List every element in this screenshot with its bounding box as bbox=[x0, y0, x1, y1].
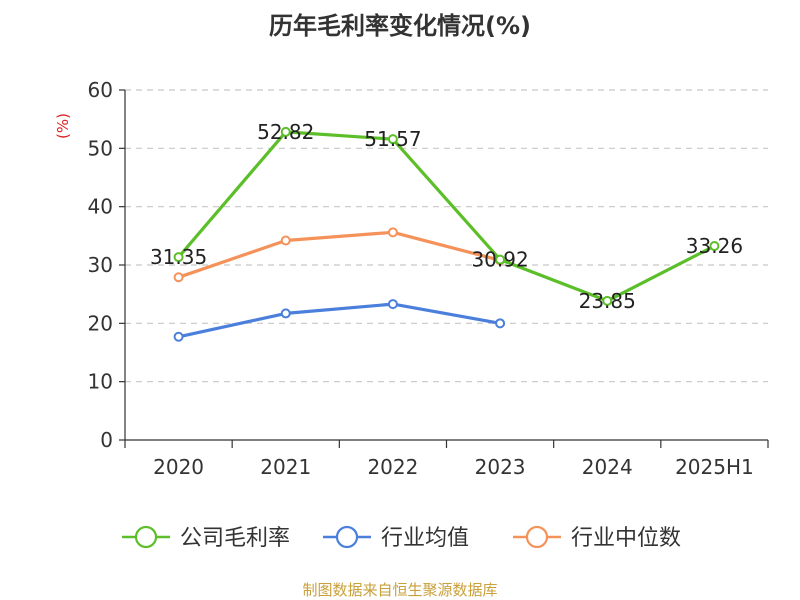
series-layer bbox=[173, 126, 720, 342]
y-tick-label: 30 bbox=[88, 253, 113, 277]
x-tick-label: 2025H1 bbox=[675, 455, 754, 479]
legend-marker bbox=[525, 525, 549, 549]
series-line bbox=[177, 230, 502, 279]
y-axis-unit: (%) bbox=[54, 113, 72, 139]
data-label: 33.26 bbox=[686, 234, 743, 258]
y-tick-label: 20 bbox=[88, 311, 113, 335]
y-tick-label: 60 bbox=[88, 78, 113, 102]
data-point bbox=[387, 299, 398, 310]
legend-item: 行业中位数 bbox=[513, 525, 681, 551]
legend: 公司毛利率 行业均值 行业中位数 bbox=[122, 525, 681, 551]
series-1 bbox=[173, 126, 720, 306]
data-point bbox=[173, 272, 184, 283]
y-tick-label: 50 bbox=[88, 136, 113, 160]
data-point bbox=[495, 318, 506, 329]
x-tick-label: 2021 bbox=[260, 455, 311, 479]
x-tick-label: 2023 bbox=[475, 455, 526, 479]
x-tick-label: 2022 bbox=[367, 455, 418, 479]
legend-label: 公司毛利率 bbox=[180, 526, 290, 551]
data-point bbox=[280, 126, 291, 137]
y-tick-label: 40 bbox=[88, 195, 113, 219]
grid-lines bbox=[125, 89, 768, 383]
legend-item: 行业均值 bbox=[323, 525, 469, 551]
y-tick-label: 0 bbox=[100, 428, 113, 452]
y-tick-label: 10 bbox=[88, 370, 113, 394]
data-point bbox=[280, 235, 291, 246]
legend-label: 行业中位数 bbox=[571, 526, 681, 551]
data-point bbox=[602, 295, 613, 306]
source-note: 制图数据来自恒生聚源数据库 bbox=[302, 581, 497, 599]
data-label: 51.57 bbox=[364, 127, 421, 151]
series-3 bbox=[173, 227, 506, 283]
legend-marker bbox=[134, 525, 158, 549]
x-tick-label: 2020 bbox=[153, 455, 204, 479]
data-point bbox=[387, 227, 398, 238]
x-tick-label: 2024 bbox=[582, 455, 633, 479]
legend-marker bbox=[335, 525, 359, 549]
data-label: 30.92 bbox=[471, 248, 528, 272]
data-labels: 31.35 52.82 51.57 30.92 23.85 33.26 bbox=[150, 120, 743, 313]
series-2 bbox=[173, 299, 506, 342]
data-point bbox=[280, 308, 291, 319]
series-line bbox=[177, 130, 717, 303]
data-point bbox=[709, 240, 720, 251]
data-label: 23.85 bbox=[579, 289, 636, 313]
data-point bbox=[173, 252, 184, 263]
chart-title: 历年毛利率变化情况(%) bbox=[269, 12, 531, 40]
axes: 0 10 20 30 40 50 60 2020 2021 2022 2023 2024 2025H1 bbox=[88, 78, 769, 479]
data-point bbox=[495, 254, 506, 265]
data-label: 31.35 bbox=[150, 245, 207, 269]
legend-item: 公司毛利率 bbox=[122, 525, 290, 551]
series-line bbox=[177, 302, 502, 339]
data-point bbox=[387, 134, 398, 145]
legend-label: 行业均值 bbox=[381, 526, 469, 551]
data-point bbox=[173, 331, 184, 342]
data-label: 52.82 bbox=[257, 120, 314, 144]
